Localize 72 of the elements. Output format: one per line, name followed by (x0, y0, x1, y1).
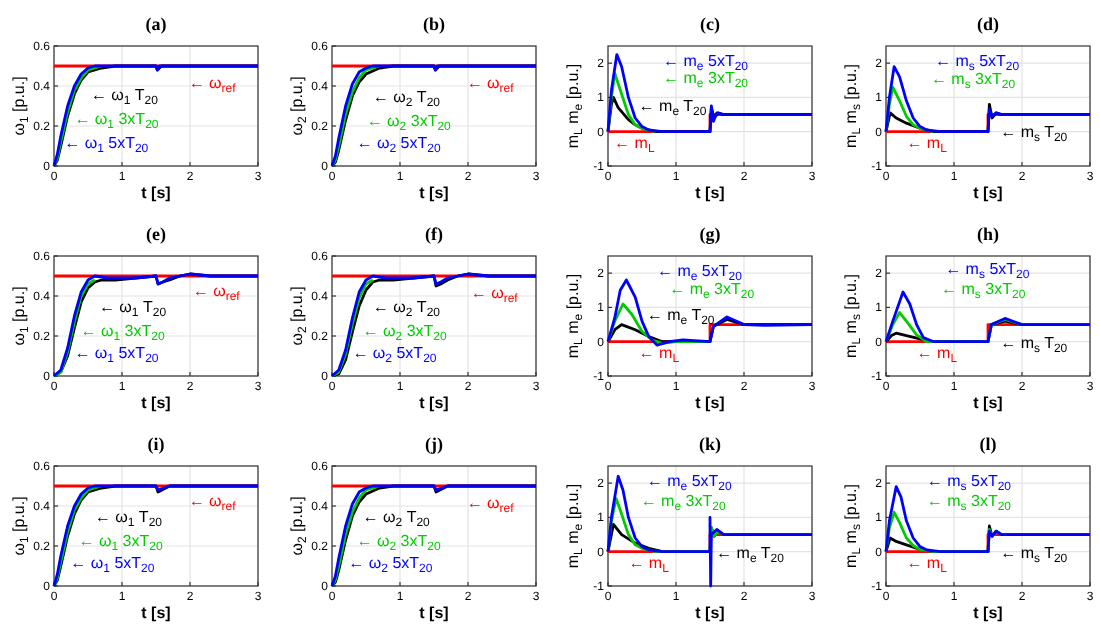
x-axis-title: t [s] (141, 184, 172, 202)
text: ← m$_{s}$ 3xT$_{20}$ (930, 70, 1017, 92)
series-label: ← ω$_{1}$ 3xT$_{20}$ (80, 322, 166, 344)
series-label: ← m$_{s}$ 3xT$_{20}$ (941, 280, 1027, 302)
chart-title: (g) (699, 224, 721, 244)
text: ← m$_{e}$ 3xT$_{20}$ (663, 69, 750, 91)
series-label: ← m$_{e}$ 5xT$_{20}$ (656, 262, 744, 284)
series-label: ← ω$_{ref}$ (466, 74, 515, 96)
series-label: ← ω$_{2}$ T$_{20}$ (362, 508, 432, 530)
series-label: ← m$_{L}$ (638, 344, 681, 366)
series-label: ← ω$_{ref}$ (466, 494, 515, 516)
series-label: ← m$_{e}$ T$_{20}$ (646, 305, 716, 328)
series-label: ← ω$_{2}$ 5xT$_{20}$ (352, 344, 438, 366)
x-axis-title: t [s] (695, 184, 726, 202)
series-label: ← ω$_{2}$ T$_{20}$ (372, 88, 442, 110)
series-label: ← ω$_{1}$ 3xT$_{20}$ (74, 110, 160, 132)
x-axis-title: t [s] (695, 604, 726, 622)
text: ← m$_{s}$ 5xT$_{20}$ (945, 260, 1031, 282)
x-axis-title: t [s] (141, 394, 172, 412)
series-label: ← ω$_{1}$ T$_{20}$ (98, 298, 168, 320)
text: ← m$_{e}$ 5xT$_{20}$ (663, 52, 750, 74)
series-label: ← ω$_{1}$ T$_{20}$ (94, 508, 164, 530)
series-label: ← ω$_{ref}$ (188, 491, 237, 514)
series-label: ← m$_{L}$ (906, 554, 949, 576)
text: ← m$_{s}$ 5xT$_{20}$ (934, 52, 1021, 74)
series-label: ← m$_{L}$ (916, 344, 959, 366)
text: ← m$_{e}$ 3xT$_{20}$ (669, 280, 756, 302)
series-label: ← m$_{e}$ T$_{20}$ (638, 96, 708, 119)
x-axis-title: t [s] (695, 394, 726, 412)
chart-title: (h) (977, 224, 999, 244)
chart-title: (f) (425, 224, 443, 244)
series-label: ← m$_{e}$ T$_{20}$ (716, 544, 786, 566)
series-label: ← ω$_{1}$ 3xT$_{20}$ (78, 532, 164, 554)
series-label: ← m$_{e}$ 5xT$_{20}$ (646, 472, 734, 494)
series-label: ← ω$_{1}$ 5xT$_{20}$ (70, 554, 156, 576)
chart-title: (d) (977, 14, 999, 34)
series-label: ← ω$_{2}$ 3xT$_{20}$ (362, 322, 449, 344)
x-axis-title: t [s] (973, 394, 1004, 412)
series-label: ← m$_{s}$ 3xT$_{20}$ (926, 491, 1013, 514)
series-label: ← ω$_{1}$ T$_{20}$ (90, 86, 160, 108)
x-axis-title: t [s] (973, 604, 1004, 622)
chart-title: (e) (146, 224, 166, 244)
series-label: ← ω$_{ref}$ (470, 284, 519, 306)
series-label: ← ω$_{2}$ 3xT$_{20}$ (356, 532, 442, 554)
series-label: ← m$_{s}$ 5xT$_{20}$ (926, 472, 1013, 494)
chart-title: (l) (979, 434, 997, 454)
series-label: ← m$_{L}$ (906, 134, 949, 156)
series-label: ← ω$_{2}$ 5xT$_{20}$ (348, 554, 434, 576)
x-axis-title: t [s] (419, 394, 450, 412)
series-label: ← m$_{L}$ (628, 554, 671, 576)
series-label: ← ω$_{ref}$ (192, 281, 241, 304)
series-label: ← m$_{s}$ T$_{20}$ (1000, 544, 1069, 566)
series-label: ← ω$_{ref}$ (188, 74, 237, 96)
x-axis-title: t [s] (973, 184, 1004, 202)
series-label: ← ω$_{1}$ 5xT$_{20}$ (74, 344, 160, 366)
series-label: ← ω$_{2}$ 3xT$_{20}$ (366, 112, 453, 134)
x-axis-title: t [s] (419, 604, 450, 622)
x-axis-title: t [s] (419, 184, 450, 202)
chart-title: (a) (145, 14, 167, 34)
series-label: ← m$_{s}$ T$_{20}$ (1000, 334, 1069, 356)
series-label: ← ω$_{2}$ T$_{20}$ (372, 298, 442, 320)
chart-title: (c) (700, 14, 720, 34)
series-label: ← ω$_{1}$ 5xT$_{20}$ (64, 134, 150, 156)
chart-title: (k) (699, 434, 721, 454)
x-axis-title: t [s] (141, 604, 172, 622)
chart-title: (b) (423, 14, 445, 34)
series-label: ← ω$_{2}$ 5xT$_{20}$ (356, 134, 442, 156)
chart-title: (i) (147, 434, 165, 454)
series-label: ← m$_{e}$ 3xT$_{20}$ (640, 491, 727, 514)
chart-title: (j) (425, 434, 443, 454)
series-label: ← m$_{L}$ (614, 134, 656, 156)
series-label: ← m$_{s}$ T$_{20}$ (1000, 123, 1069, 145)
